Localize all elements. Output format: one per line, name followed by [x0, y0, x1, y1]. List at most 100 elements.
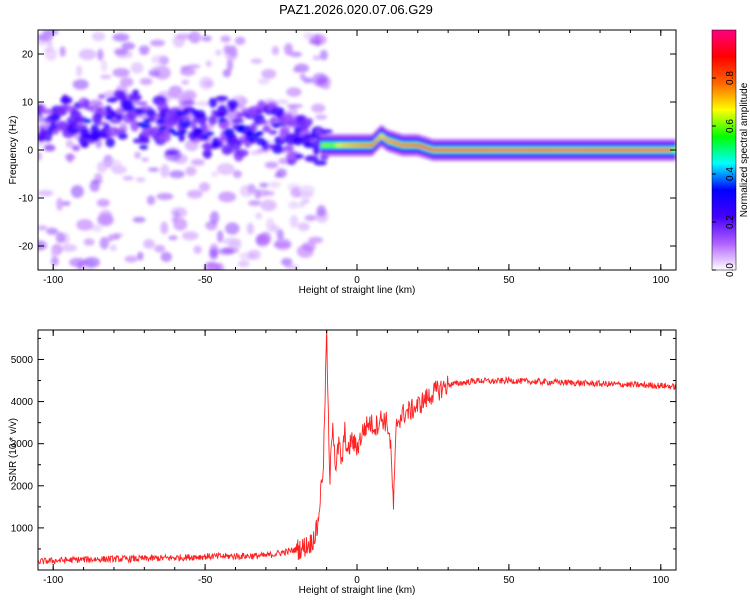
spectrogram-ridge-core	[603, 148, 609, 152]
spectrogram-band-blob	[117, 94, 128, 102]
x-tick-label: 50	[503, 275, 515, 286]
spectrogram-noise-blob	[186, 64, 201, 69]
spectrogram-band-blob	[320, 129, 333, 134]
spectrogram-band-blob	[132, 89, 139, 96]
spectrogram-band-blob	[210, 141, 224, 147]
spectrogram-ridge-core	[351, 143, 357, 147]
spectrogram-ridge-core	[512, 148, 518, 152]
spectrogram-peak-blob	[218, 118, 227, 123]
y-tick-label: 5000	[11, 355, 34, 366]
spectrogram-noise-blob	[274, 238, 292, 251]
spectrogram-noise-blob	[112, 33, 130, 42]
spectrogram-band-blob	[214, 111, 226, 118]
spectrogram-ridge-core	[448, 148, 454, 152]
spectrogram-band-blob	[313, 145, 320, 156]
spectrogram-ridge-core	[606, 148, 612, 152]
spectrogram-noise-blob	[255, 212, 263, 220]
spectrogram-noise-blob	[223, 108, 241, 118]
spectrogram-noise-blob	[198, 182, 211, 192]
spectrogram-ridge-band	[320, 133, 676, 153]
x-tick-label: 0	[354, 275, 360, 286]
spectrogram-band-blob	[117, 132, 128, 140]
spectrogram-x-label: Height of straight line (km)	[299, 285, 416, 296]
spectrogram-noise-blob	[143, 238, 155, 249]
spectrogram-noise-blob	[69, 257, 87, 268]
spectrogram-noise-blob	[286, 87, 302, 97]
spectrogram-ridge-core	[537, 148, 542, 152]
spectrogram-ridge-core	[339, 143, 345, 147]
spectrogram-noise-blob	[83, 256, 100, 268]
spectrogram-peak-blob	[182, 121, 191, 126]
spectrogram-noise-blob	[168, 235, 178, 241]
figure-title: PAZ1.2026.020.07.06.G29	[279, 2, 433, 17]
spectrogram-noise-blob	[322, 83, 331, 90]
spectrogram-noise-blob	[119, 77, 134, 87]
spectrogram-band-blob	[202, 148, 212, 159]
spectrogram-band-blob	[49, 120, 57, 131]
spectrogram-noise-blob	[90, 224, 103, 232]
spectrogram-noise-blob	[193, 245, 202, 254]
spectrogram-ridge-core	[336, 143, 341, 147]
spectrogram-noise-blob	[256, 234, 263, 245]
spectrogram-noise-blob	[171, 217, 178, 222]
colorbar-ticks: 0.0 0.2 0.4 0.6 0.8	[712, 71, 736, 277]
y-tick-label: 4000	[11, 397, 34, 408]
spectrogram-band-blob	[194, 109, 206, 119]
spectrogram-band-blob	[201, 143, 215, 149]
spectrogram-y-label: Frequency (Hz)	[8, 116, 19, 185]
spectrogram-ridge-core	[479, 148, 484, 152]
spectrogram-noise-blob	[98, 209, 113, 224]
spectrogram-ridge-core	[631, 148, 636, 152]
spectrogram-noise-blob	[151, 55, 167, 64]
colorbar-tick-label: 0.4	[725, 167, 736, 181]
spectrogram-ridge-core	[403, 143, 408, 147]
spectrogram-noise-blob	[298, 185, 315, 196]
spectrogram-noise-blob	[265, 218, 275, 232]
spectrogram-ridge-core	[376, 137, 381, 141]
spectrogram-ridge-core	[506, 148, 512, 152]
spectrogram-noise-blob	[257, 77, 270, 85]
spectrogram-band-blob	[86, 106, 95, 111]
spectrogram-band-blob	[272, 144, 284, 154]
spectrogram-noise-blob	[50, 256, 59, 267]
spectrogram-ridge-core	[564, 148, 569, 152]
spectrogram-ridge-core	[509, 148, 515, 152]
spectrogram-ridge-core	[354, 143, 360, 147]
spectrogram-ridge-core	[610, 148, 615, 152]
snr-x-label: Height of straight line (km)	[299, 585, 416, 596]
spectrogram-band-blob	[221, 144, 233, 155]
spectrogram-ridge-core	[476, 148, 481, 152]
spectrogram-noise-blob	[220, 35, 231, 43]
spectrogram-noise-blob	[141, 157, 149, 162]
spectrogram-band-blob	[106, 97, 118, 103]
spectrogram-band-blob	[250, 122, 258, 133]
spectrogram-band-blob	[270, 106, 285, 117]
spectrogram-ridge-core	[366, 143, 372, 147]
spectrogram-band-blob	[261, 139, 269, 151]
spectrogram-band-blob	[283, 144, 295, 152]
spectrogram-ridge-core	[485, 148, 490, 152]
colorbar-tick-label: 0.6	[725, 119, 736, 133]
spectrogram-noise-blob	[134, 151, 141, 159]
colorbar-scale	[711, 29, 737, 271]
spectrogram-noise-blob	[250, 58, 263, 64]
spectrogram-ridge-core	[649, 148, 654, 152]
spectrogram-noise-blob	[61, 244, 78, 252]
spectrogram-noise-blob	[308, 39, 322, 45]
spectrogram-noise-blob	[109, 244, 118, 252]
spectrogram-noise-blob	[275, 99, 289, 105]
spectrogram-ridge-core	[464, 148, 469, 152]
spectrogram-band-blob	[116, 114, 124, 121]
spectrogram-ridge-core	[400, 143, 405, 147]
spectrogram-noise-blob	[222, 69, 231, 78]
spectrogram-noise-blob	[96, 198, 110, 208]
colorbar-tick-label: 0.2	[725, 215, 736, 229]
spectrogram-noise-blob	[151, 65, 169, 72]
spectrogram-noise-blob	[311, 103, 326, 113]
spectrogram-band-blob	[92, 113, 102, 125]
spectrogram-ridge-core	[597, 148, 603, 152]
spectrogram-noise-blob	[139, 77, 153, 86]
spectrogram-noise-blob	[97, 48, 104, 61]
spectrogram-peak-blob	[167, 128, 176, 133]
spectrogram-noise-blob	[65, 139, 74, 148]
